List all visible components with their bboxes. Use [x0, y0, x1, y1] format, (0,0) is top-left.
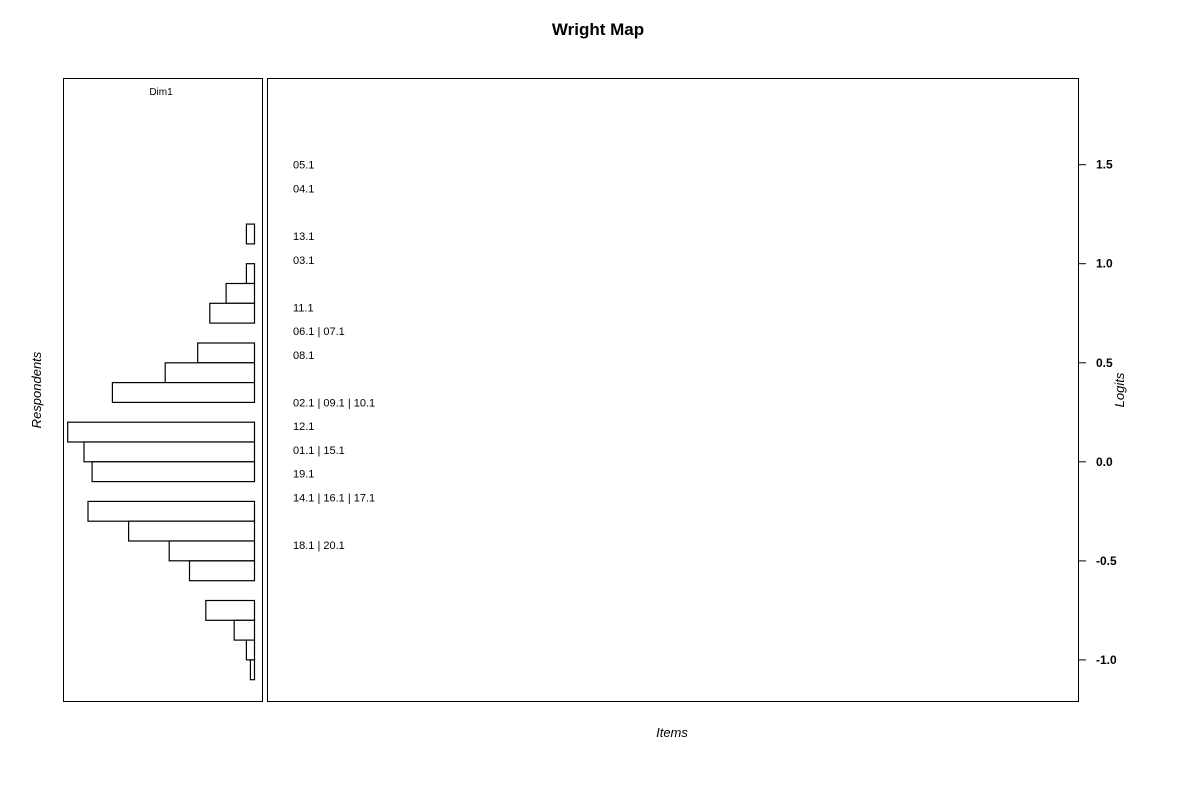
histogram-bar [128, 520, 256, 542]
y-tick-label: 1.0 [1096, 257, 1113, 271]
item-label: 06.1 | 07.1 [293, 326, 345, 338]
y-axis-label-right: Logits [1112, 372, 1127, 407]
x-axis-label: Items [656, 725, 688, 740]
histogram-bar [188, 560, 256, 582]
panel-label: Dim1 [149, 87, 173, 98]
histogram-bar [245, 263, 256, 285]
item-label: 03.1 [293, 255, 314, 267]
y-tick-label: 0.5 [1096, 356, 1113, 370]
histogram-bar [197, 342, 256, 364]
histogram-bar [205, 599, 256, 621]
histogram-bar [87, 500, 256, 522]
histogram-bar [225, 282, 256, 304]
histogram-bar [168, 540, 256, 562]
histogram-bar [67, 421, 256, 443]
item-label: 05.1 [293, 160, 314, 172]
histogram-bar [233, 619, 256, 641]
respondents-panel [63, 78, 263, 702]
histogram-bar [83, 441, 256, 463]
y-tick-label: -1.0 [1096, 653, 1117, 667]
item-label: 08.1 [293, 350, 314, 362]
chart-title: Wright Map [552, 20, 644, 39]
item-label: 13.1 [293, 231, 314, 243]
items-panel [267, 78, 1079, 702]
respondent-histogram [67, 223, 256, 681]
item-label: 02.1 | 09.1 | 10.1 [293, 397, 375, 409]
y-axis-label-left: Respondents [29, 351, 44, 428]
histogram-bar [209, 302, 256, 324]
item-label: 01.1 | 15.1 [293, 445, 345, 457]
logit-axis: 1.5 1.0 0.5 0.0 -0.5 -1.0 [1079, 158, 1117, 667]
item-label: 11.1 [293, 302, 314, 314]
histogram-bar [249, 659, 256, 681]
y-tick-label: -0.5 [1096, 554, 1117, 568]
item-label: 19.1 [293, 469, 314, 481]
item-label: 04.1 [293, 183, 314, 195]
histogram-bar [164, 362, 256, 384]
histogram-bar [111, 382, 256, 404]
item-label: 14.1 | 16.1 | 17.1 [293, 493, 375, 505]
item-labels: 05.1 04.1 13.1 03.1 11.1 06.1 | 07.1 08.1 02.1 … [293, 160, 375, 552]
y-tick-label: 0.0 [1096, 455, 1113, 469]
item-label: 12.1 [293, 421, 314, 433]
y-tick-label: 1.5 [1096, 158, 1113, 172]
item-label: 18.1 | 20.1 [293, 540, 345, 552]
histogram-bar [91, 461, 256, 483]
histogram-bar [245, 223, 256, 245]
histogram-bar [245, 639, 256, 661]
